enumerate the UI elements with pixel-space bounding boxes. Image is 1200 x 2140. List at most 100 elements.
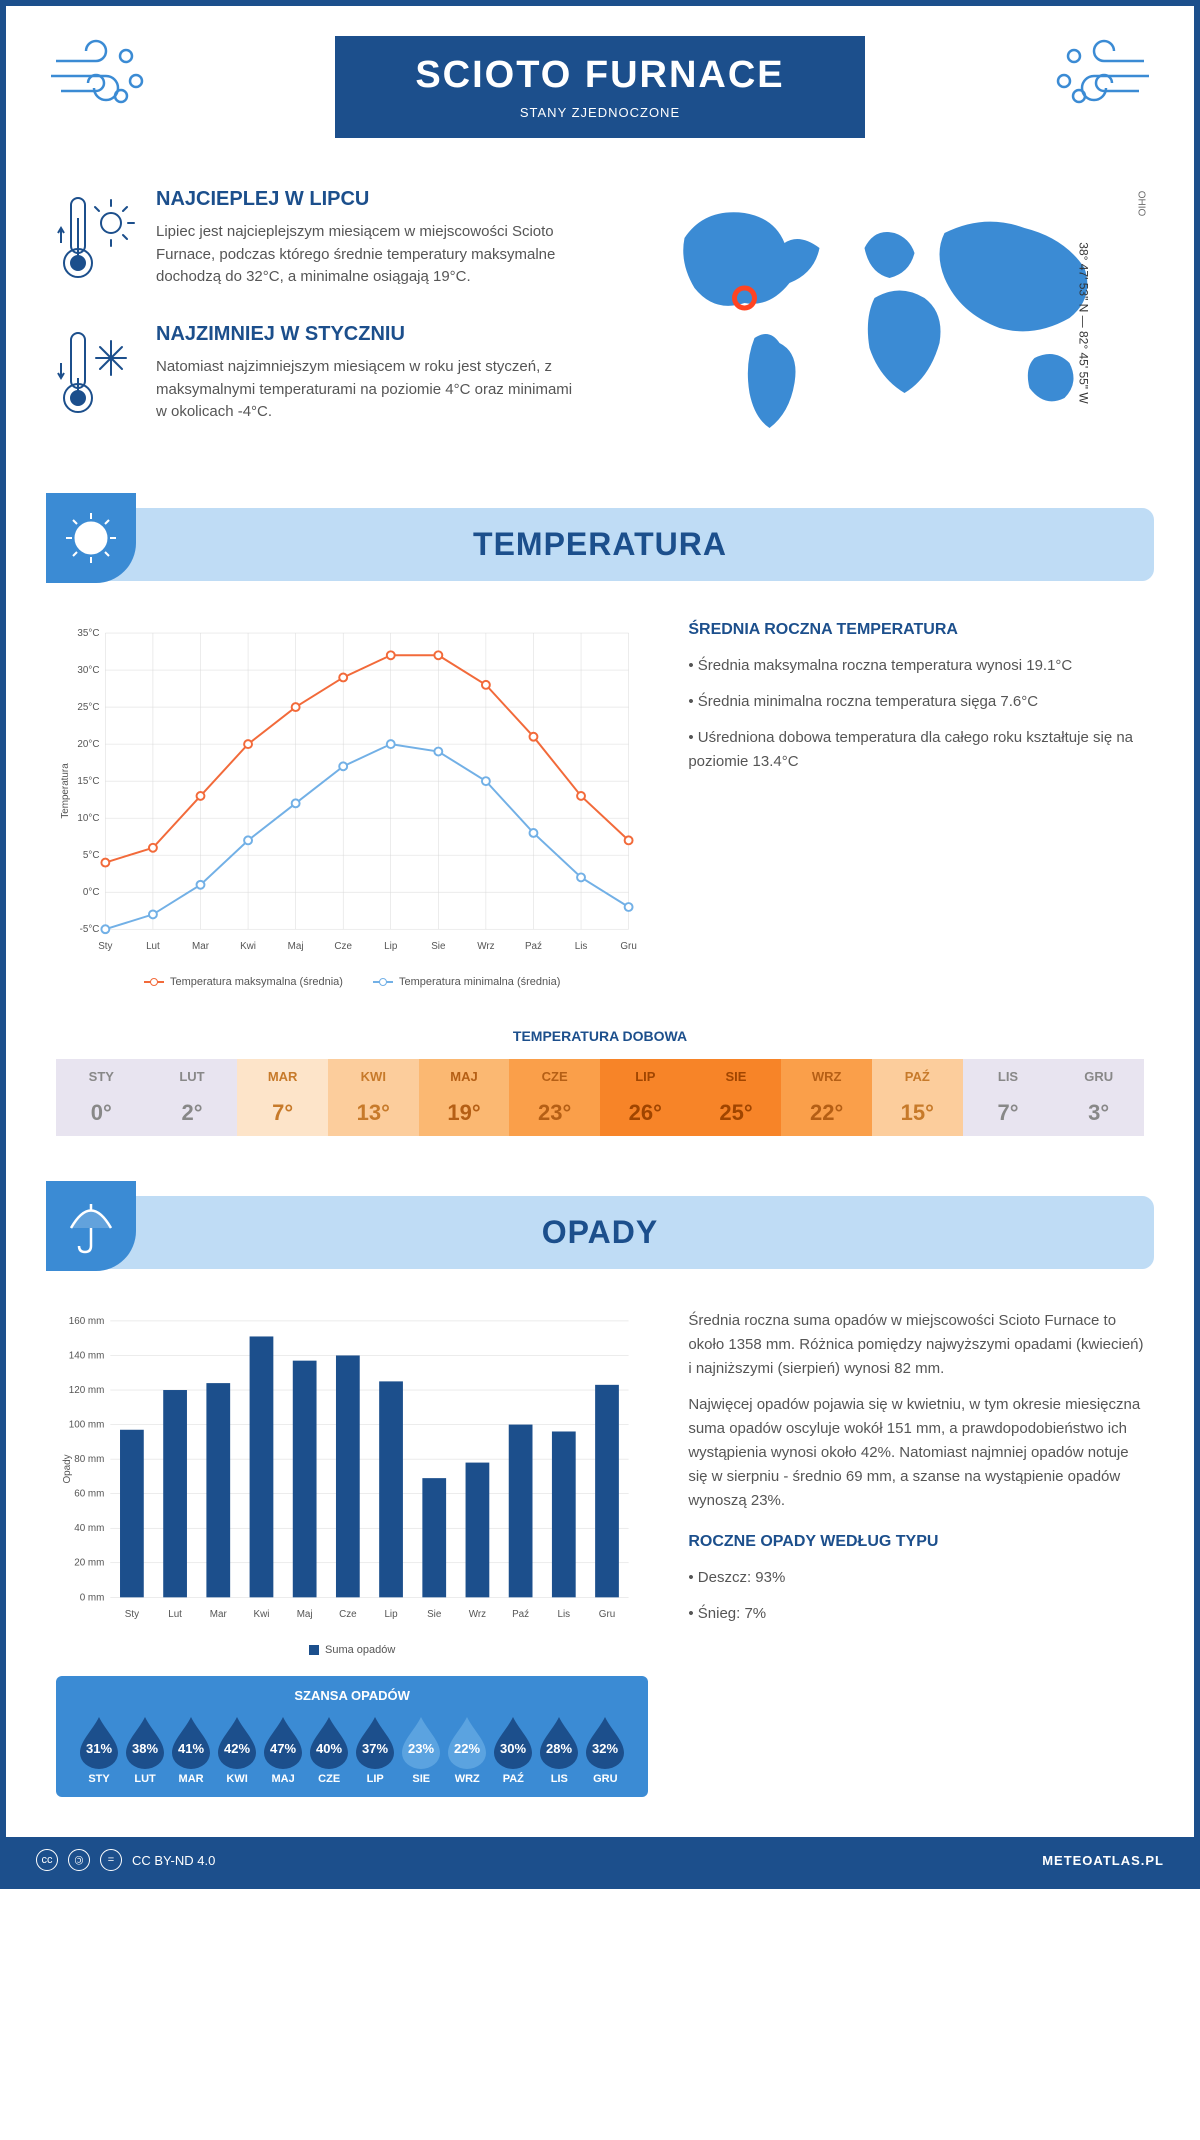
temp-value-cell: 13° bbox=[328, 1092, 419, 1136]
precip-chart-legend: Suma opadów bbox=[56, 1644, 648, 1656]
rain-drop-item: 38%LUT bbox=[122, 1713, 168, 1785]
temp-value-cell: 15° bbox=[872, 1092, 963, 1136]
svg-text:Cze: Cze bbox=[339, 1609, 357, 1620]
svg-text:120 mm: 120 mm bbox=[69, 1385, 105, 1396]
temp-month-header: SIE bbox=[691, 1059, 782, 1092]
svg-text:15°C: 15°C bbox=[77, 776, 99, 787]
temperature-line-chart: -5°C0°C5°C10°C15°C20°C25°C30°C35°CStyLut… bbox=[56, 621, 648, 961]
svg-text:80 mm: 80 mm bbox=[74, 1454, 104, 1465]
temperature-heading: TEMPERATURA bbox=[64, 526, 1136, 563]
svg-text:31%: 31% bbox=[86, 1741, 112, 1756]
svg-text:Wrz: Wrz bbox=[477, 941, 494, 952]
cold-fact-title: NAJZIMNIEJ W STYCZNIU bbox=[156, 323, 575, 346]
svg-text:Lip: Lip bbox=[384, 1609, 398, 1620]
svg-text:Lut: Lut bbox=[146, 941, 160, 952]
rain-drop-item: 28%LIS bbox=[536, 1713, 582, 1785]
temp-month-header: PAŹ bbox=[872, 1059, 963, 1092]
svg-text:Lis: Lis bbox=[558, 1609, 571, 1620]
thermometer-hot-icon bbox=[56, 188, 136, 293]
precipitation-chart-section: 0 mm20 mm40 mm60 mm80 mm100 mm120 mm140 … bbox=[6, 1269, 1194, 1837]
nd-icon: = bbox=[100, 1849, 122, 1871]
precipitation-heading: OPADY bbox=[64, 1214, 1136, 1251]
rain-chance-panel: SZANSA OPADÓW 31%STY38%LUT41%MAR42%KWI47… bbox=[56, 1676, 648, 1797]
svg-text:140 mm: 140 mm bbox=[69, 1350, 105, 1361]
coordinates: 38° 47' 53" N — 82° 45' 55" W bbox=[1076, 242, 1090, 403]
svg-text:38%: 38% bbox=[132, 1741, 158, 1756]
legend-min: Temperatura minimalna (średnia) bbox=[399, 976, 560, 988]
rain-drop-item: 32%GRU bbox=[582, 1713, 628, 1785]
precip-para1: Średnia roczna suma opadów w miejscowośc… bbox=[688, 1309, 1144, 1381]
svg-text:0 mm: 0 mm bbox=[80, 1592, 105, 1603]
svg-text:30%: 30% bbox=[500, 1741, 526, 1756]
svg-text:Opady: Opady bbox=[62, 1454, 73, 1483]
sun-icon bbox=[46, 493, 136, 583]
temp-value-cell: 3° bbox=[1053, 1092, 1144, 1136]
svg-text:35°C: 35°C bbox=[77, 628, 99, 639]
wind-icon-left bbox=[46, 36, 166, 116]
hot-fact-title: NAJCIEPLEJ W LIPCU bbox=[156, 188, 575, 211]
svg-text:30°C: 30°C bbox=[77, 665, 99, 676]
svg-text:Sie: Sie bbox=[431, 941, 446, 952]
rain-drop-item: 22%WRZ bbox=[444, 1713, 490, 1785]
temp-month-header: KWI bbox=[328, 1059, 419, 1092]
rain-drop-item: 41%MAR bbox=[168, 1713, 214, 1785]
svg-text:Maj: Maj bbox=[288, 941, 304, 952]
temperature-info: ŚREDNIA ROCZNA TEMPERATURA • Średnia mak… bbox=[688, 621, 1144, 988]
svg-text:20 mm: 20 mm bbox=[74, 1558, 104, 1569]
svg-text:10°C: 10°C bbox=[77, 813, 99, 824]
svg-text:0°C: 0°C bbox=[83, 887, 100, 898]
precip-type-bullet: • Śnieg: 7% bbox=[688, 1602, 1144, 1626]
svg-text:41%: 41% bbox=[178, 1741, 204, 1756]
temp-month-header: LIS bbox=[963, 1059, 1054, 1092]
umbrella-icon bbox=[46, 1181, 136, 1271]
svg-text:-5°C: -5°C bbox=[80, 924, 100, 935]
temp-month-header: MAJ bbox=[419, 1059, 510, 1092]
svg-text:Gru: Gru bbox=[620, 941, 636, 952]
precip-type-heading: ROCZNE OPADY WEDŁUG TYPU bbox=[688, 1533, 1144, 1551]
temperature-section-header: TEMPERATURA bbox=[46, 508, 1154, 581]
temp-value-cell: 22° bbox=[781, 1092, 872, 1136]
rain-drop-item: 30%PAŹ bbox=[490, 1713, 536, 1785]
temp-value-cell: 7° bbox=[963, 1092, 1054, 1136]
footer: cc 🄯 = CC BY-ND 4.0 METEOATLAS.PL bbox=[6, 1837, 1194, 1883]
svg-text:20°C: 20°C bbox=[77, 739, 99, 750]
svg-text:Paź: Paź bbox=[512, 1609, 529, 1620]
temperature-chart-section: -5°C0°C5°C10°C15°C20°C25°C30°C35°CStyLut… bbox=[6, 581, 1194, 1028]
svg-text:Mar: Mar bbox=[192, 941, 210, 952]
rain-drop-item: 47%MAJ bbox=[260, 1713, 306, 1785]
svg-text:Lis: Lis bbox=[575, 941, 588, 952]
precip-type-bullet: • Deszcz: 93% bbox=[688, 1566, 1144, 1590]
svg-text:Sty: Sty bbox=[98, 941, 112, 952]
svg-text:Paź: Paź bbox=[525, 941, 542, 952]
svg-text:Gru: Gru bbox=[599, 1609, 615, 1620]
temp-month-header: WRZ bbox=[781, 1059, 872, 1092]
rain-drop-item: 23%SIE bbox=[398, 1713, 444, 1785]
svg-text:5°C: 5°C bbox=[83, 850, 100, 861]
temp-value-cell: 25° bbox=[691, 1092, 782, 1136]
rain-drop-item: 40%CZE bbox=[306, 1713, 352, 1785]
svg-text:160 mm: 160 mm bbox=[69, 1316, 105, 1327]
rain-drop-item: 31%STY bbox=[76, 1713, 122, 1785]
rain-drop-item: 42%KWI bbox=[214, 1713, 260, 1785]
intro-section: NAJCIEPLEJ W LIPCU Lipiec jest najcieple… bbox=[6, 158, 1194, 488]
rain-drop-item: 37%LIP bbox=[352, 1713, 398, 1785]
wind-icon-right bbox=[1034, 36, 1154, 116]
temp-month-header: GRU bbox=[1053, 1059, 1144, 1092]
state-label: OHIO bbox=[1136, 191, 1147, 217]
svg-text:60 mm: 60 mm bbox=[74, 1489, 104, 1500]
temp-value-cell: 7° bbox=[237, 1092, 328, 1136]
precipitation-section-header: OPADY bbox=[46, 1196, 1154, 1269]
legend-precip: Suma opadów bbox=[325, 1644, 395, 1656]
temp-info-bullet: • Średnia maksymalna roczna temperatura … bbox=[688, 654, 1144, 678]
svg-text:40 mm: 40 mm bbox=[74, 1523, 104, 1534]
thermometer-cold-icon bbox=[56, 323, 136, 428]
title-banner: SCIOTO FURNACE STANY ZJEDNOCZONE bbox=[335, 36, 864, 138]
page-subtitle: STANY ZJEDNOCZONE bbox=[415, 105, 784, 120]
temp-month-header: CZE bbox=[509, 1059, 600, 1092]
svg-text:28%: 28% bbox=[546, 1741, 572, 1756]
page-title: SCIOTO FURNACE bbox=[415, 54, 784, 97]
svg-text:23%: 23% bbox=[408, 1741, 434, 1756]
rain-chance-heading: SZANSA OPADÓW bbox=[76, 1688, 628, 1703]
svg-text:Cze: Cze bbox=[334, 941, 352, 952]
world-map bbox=[625, 188, 1144, 448]
